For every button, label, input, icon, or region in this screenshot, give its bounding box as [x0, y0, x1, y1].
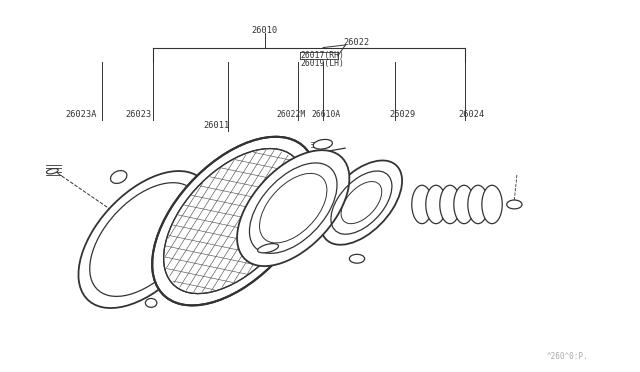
Text: 26017(RH): 26017(RH): [301, 51, 345, 60]
Text: 26022: 26022: [344, 38, 370, 47]
Text: 26011: 26011: [203, 121, 229, 130]
Ellipse shape: [145, 298, 157, 307]
Text: 26022M: 26022M: [276, 110, 306, 119]
Ellipse shape: [454, 185, 474, 224]
Text: 26023A: 26023A: [65, 110, 97, 119]
Ellipse shape: [349, 254, 365, 263]
Ellipse shape: [426, 185, 446, 224]
Text: 26023: 26023: [125, 110, 152, 119]
Ellipse shape: [111, 171, 127, 183]
Ellipse shape: [152, 137, 316, 305]
Text: 26019(LH): 26019(LH): [301, 59, 345, 68]
Ellipse shape: [47, 169, 58, 174]
Ellipse shape: [258, 244, 278, 253]
Ellipse shape: [468, 185, 488, 224]
Text: 26010: 26010: [252, 26, 278, 35]
Ellipse shape: [313, 140, 332, 149]
Ellipse shape: [237, 150, 349, 266]
Ellipse shape: [482, 185, 502, 224]
Ellipse shape: [412, 185, 432, 224]
Text: ^260^0:P.: ^260^0:P.: [547, 352, 588, 361]
Ellipse shape: [321, 160, 402, 245]
Ellipse shape: [79, 171, 211, 308]
Text: 26024: 26024: [458, 110, 484, 119]
Text: 26029: 26029: [390, 110, 416, 119]
Text: 26610A: 26610A: [312, 110, 341, 119]
Ellipse shape: [440, 185, 460, 224]
